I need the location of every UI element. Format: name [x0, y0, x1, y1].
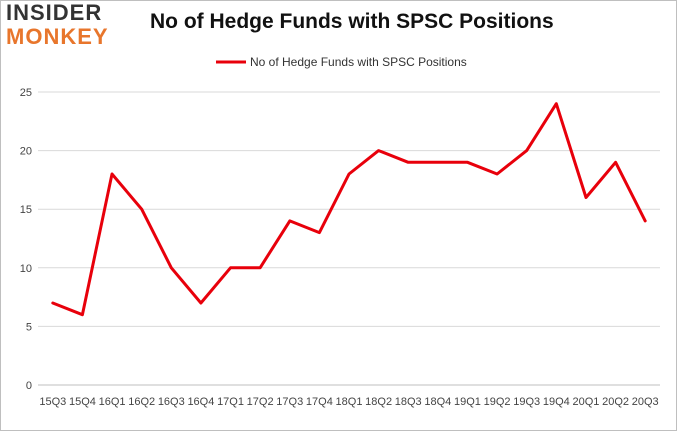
series-line-0 [51, 102, 647, 317]
x-tick-label: 20Q3 [632, 396, 659, 408]
y-tick-label: 20 [20, 146, 32, 158]
y-tick-labels: 0 5 10 15 20 25 [20, 87, 32, 392]
x-tick-label: 15Q3 [39, 396, 66, 408]
x-tick-label: 17Q1 [217, 396, 244, 408]
x-tick-label: 19Q3 [513, 396, 540, 408]
x-tick-label: 17Q2 [247, 396, 274, 408]
gridlines [38, 91, 660, 386]
chart-title: No of Hedge Funds with SPSC Positions [150, 10, 554, 33]
x-tick-label: 19Q1 [454, 396, 481, 408]
x-tick-label: 17Q3 [276, 396, 303, 408]
x-tick-label: 19Q4 [543, 396, 570, 408]
x-tick-label: 18Q1 [336, 396, 363, 408]
x-tick-label: 20Q2 [602, 396, 629, 408]
y-tick-label: 15 [20, 204, 32, 216]
x-tick-label: 18Q3 [395, 396, 422, 408]
insider-monkey-logo: INSIDER MONKEY [6, 2, 109, 48]
y-tick-label: 0 [26, 380, 32, 392]
x-tick-label: 16Q3 [158, 396, 185, 408]
x-tick-label: 18Q4 [424, 396, 451, 408]
y-tick-label: 25 [20, 87, 32, 99]
legend-label: No of Hedge Funds with SPSC Positions [250, 55, 467, 69]
x-tick-label: 19Q2 [484, 396, 511, 408]
x-tick-label: 18Q2 [365, 396, 392, 408]
x-tick-label: 17Q4 [306, 396, 333, 408]
x-tick-label: 16Q4 [187, 396, 214, 408]
y-tick-label: 5 [26, 321, 32, 333]
x-tick-label: 15Q4 [69, 396, 96, 408]
series-lines [51, 102, 647, 317]
x-tick-labels: 15Q3 15Q4 16Q1 16Q2 16Q3 16Q4 17Q1 17Q2 17Q3 17Q4… [39, 396, 658, 408]
legend: No of Hedge Funds with SPSC Positions [216, 55, 467, 69]
x-tick-label: 16Q2 [128, 396, 155, 408]
x-tick-label: 20Q1 [572, 396, 599, 408]
x-tick-label: 16Q1 [99, 396, 126, 408]
logo-line-1: INSIDER [6, 0, 103, 25]
logo-line-2: MONKEY [6, 24, 109, 49]
y-tick-label: 10 [20, 263, 32, 275]
